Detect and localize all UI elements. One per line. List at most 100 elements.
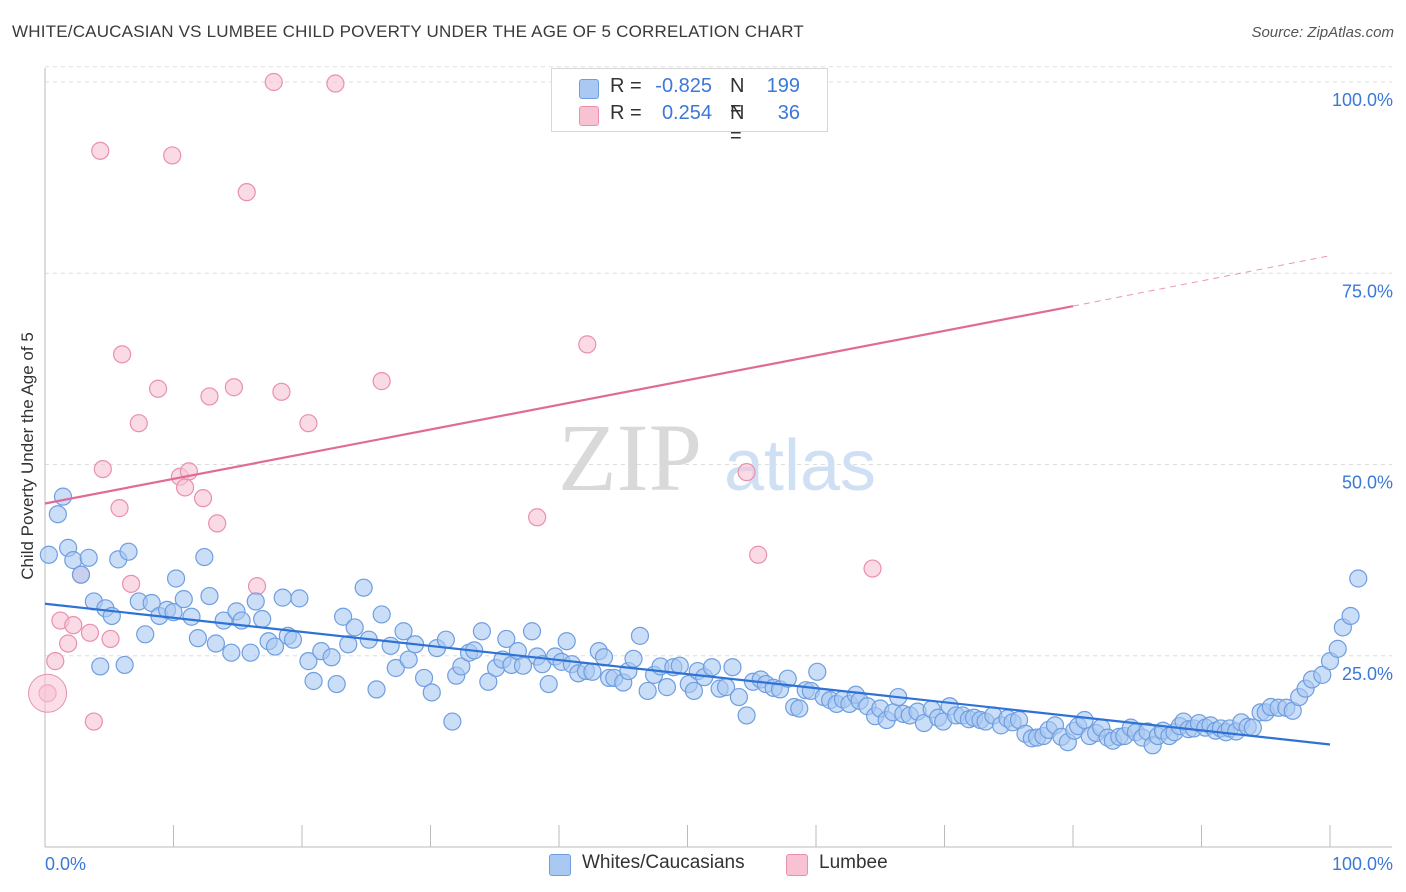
bottom-legend-label: Lumbee (819, 852, 888, 873)
white-point (638, 681, 657, 701)
white-point (195, 547, 214, 567)
white-point (1341, 606, 1360, 626)
grid-lines (45, 66, 1392, 657)
white-point (79, 548, 98, 567)
bottom-legend-label: Whites/Caucasians (582, 852, 745, 873)
lumbee-point (264, 72, 283, 92)
white-point (304, 671, 323, 691)
white-point (624, 649, 643, 668)
white-point (808, 662, 827, 681)
legend-swatch-pink (579, 106, 599, 126)
lumbee-point (121, 574, 141, 593)
legend-r-value: -0.825 (655, 75, 712, 97)
lumbee-point (64, 616, 83, 635)
lumbee-point (148, 379, 168, 398)
white-point (778, 669, 797, 688)
white-point (283, 630, 303, 649)
white-point (345, 618, 364, 637)
lumbee-point (200, 387, 219, 406)
watermark: ZIP atlas (558, 404, 876, 511)
white-point (729, 687, 749, 707)
lumbee-point-large (28, 673, 68, 713)
white-point (436, 630, 456, 649)
lumbee-point (372, 372, 391, 391)
white-point (1075, 710, 1094, 730)
white-point (334, 607, 353, 626)
bottom-swatch-blue (549, 854, 571, 876)
lumbee-point (863, 559, 882, 578)
white-point (174, 590, 193, 609)
white-point (322, 648, 341, 667)
white-point (136, 625, 155, 644)
white-point (657, 678, 677, 697)
lumbee-point (91, 141, 110, 160)
white-point (53, 487, 73, 506)
white-point (71, 565, 91, 584)
white-point (557, 632, 576, 651)
lumbee-point (80, 623, 100, 642)
white-point (1243, 718, 1263, 737)
lumbee-point (237, 183, 256, 202)
white-point (119, 542, 138, 561)
white-point (630, 626, 650, 645)
white-point (246, 592, 265, 611)
white-point (265, 637, 285, 656)
y-tick-label: 25.0% (1342, 664, 1393, 684)
y-tick-label: 75.0% (1342, 281, 1393, 301)
white-point (299, 652, 318, 671)
white-point (479, 672, 498, 691)
white-point (386, 658, 405, 678)
source-label: Source: ZipAtlas.com (1251, 24, 1394, 41)
white-point (39, 545, 58, 564)
white-point (737, 706, 756, 725)
lumbee-point (129, 414, 148, 433)
white-point (399, 650, 418, 669)
lumbee-point (101, 629, 120, 649)
white-point (91, 657, 110, 676)
legend-n-value: 36 (777, 102, 800, 124)
lumbee-point (59, 634, 78, 653)
white-point (188, 629, 208, 648)
white-point (367, 680, 386, 699)
lumbee-point (163, 146, 182, 165)
white-point (273, 588, 292, 607)
stats-legend: R = -0.825 N = 199 R = 0.254 N = 36 (551, 68, 828, 147)
lumbee-point (84, 712, 103, 731)
legend-r-label: R = (610, 102, 642, 124)
white-point (684, 681, 704, 701)
x-tick-label: 100.0% (1332, 854, 1393, 874)
x-tick-label: 0.0% (45, 854, 86, 874)
white-point (790, 699, 809, 718)
lumbee-point (46, 652, 65, 671)
white-point (182, 607, 201, 626)
white-point (290, 589, 309, 608)
white-point (206, 634, 226, 653)
white-point (702, 658, 722, 677)
lumbee-point (93, 459, 112, 479)
lumbee-point (299, 414, 318, 433)
white-point (354, 578, 373, 597)
watermark-zip: ZIP (558, 404, 702, 511)
lumbee-point (224, 378, 243, 397)
white-point (443, 712, 462, 731)
legend-r-label: R = (610, 75, 642, 97)
lumbee-point (112, 345, 132, 364)
lumbee-trend-extension (1072, 255, 1331, 307)
white-point (394, 622, 413, 641)
chart-title: WHITE/CAUCASIAN VS LUMBEE CHILD POVERTY … (12, 22, 804, 41)
white-point (1313, 665, 1332, 684)
lumbee-point (326, 74, 345, 93)
lumbee-point (110, 499, 129, 518)
white-point (166, 569, 186, 588)
legend-swatch-blue (579, 79, 599, 99)
trend-lines (44, 255, 1331, 746)
white-point (372, 605, 391, 624)
y-tick-labels: 25.0% 50.0% 75.0% 100.0% (1332, 90, 1393, 684)
y-tick-label: 100.0% (1332, 90, 1393, 110)
lumbee-point (175, 478, 195, 497)
x-tick-labels: 0.0% 100.0% (45, 854, 1393, 874)
axes (44, 68, 1392, 848)
white-point (48, 505, 67, 524)
lumbee-point (193, 489, 213, 508)
lumbee-point (247, 577, 267, 596)
